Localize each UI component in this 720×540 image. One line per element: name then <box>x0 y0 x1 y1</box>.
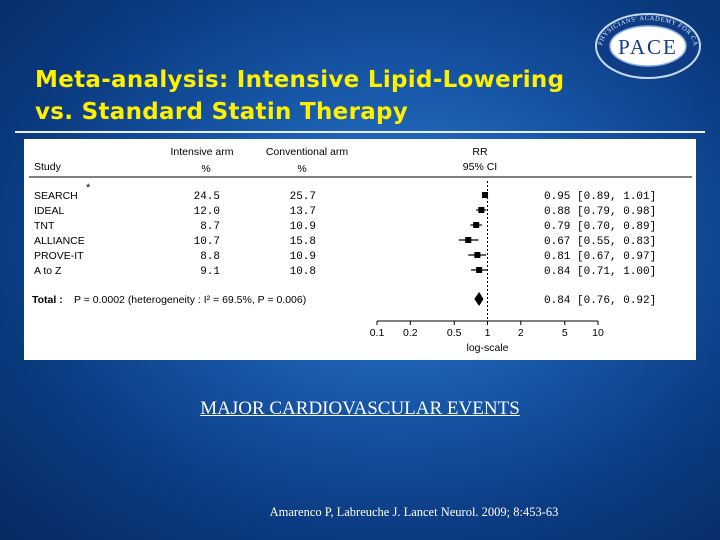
x-tick-label: 2 <box>518 327 524 339</box>
conventional-value: 25.7 <box>290 191 316 203</box>
header-rr: RR <box>472 146 488 158</box>
conventional-value: 13.7 <box>290 206 316 218</box>
intensive-value: 24.5 <box>194 191 220 203</box>
study-name: TNT <box>34 220 55 232</box>
logo-text: PACE <box>618 35 678 59</box>
study-name: A to Z <box>34 265 62 277</box>
header-conventional-unit: % <box>297 163 306 175</box>
x-tick-label: 0.2 <box>403 327 418 339</box>
rr-marker <box>476 267 483 273</box>
total-ci-label: 0.84 [0.76, 0.92] <box>544 295 656 307</box>
footnote-mark: * <box>86 182 91 194</box>
total-stats: P = 0.0002 (heterogeneity : I² = 69.5%, … <box>74 294 306 306</box>
intensive-value: 10.7 <box>194 236 220 248</box>
conventional-value: 15.8 <box>290 236 316 248</box>
x-tick-label: 0.5 <box>447 327 462 339</box>
x-tick-label: 0.1 <box>370 327 385 339</box>
header-ci: 95% CI <box>463 161 497 173</box>
intensive-value: 12.0 <box>194 206 220 218</box>
total-label: Total : <box>32 294 63 306</box>
rr-ci-label: 0.81 [0.67, 0.97] <box>544 251 656 263</box>
rr-ci-label: 0.79 [0.70, 0.89] <box>544 221 656 233</box>
header-conventional: Conventional arm <box>266 146 349 158</box>
rr-marker <box>465 237 472 243</box>
conventional-value: 10.9 <box>290 221 316 233</box>
intensive-value: 9.1 <box>200 266 220 278</box>
header-intensive-unit: % <box>201 163 210 175</box>
title-divider <box>15 131 705 133</box>
rr-marker <box>474 252 481 258</box>
conventional-value: 10.9 <box>290 251 316 263</box>
study-name: IDEAL <box>34 205 65 217</box>
x-axis-label: log-scale <box>466 342 508 354</box>
total-diamond <box>474 292 484 306</box>
x-tick-label: 1 <box>485 327 491 339</box>
study-name: SEARCH <box>34 190 78 202</box>
title-line-2: vs. Standard Statin Therapy <box>35 99 409 125</box>
study-name: PROVE-IT <box>34 250 84 262</box>
intensive-value: 8.7 <box>200 221 220 233</box>
rr-ci-label: 0.95 [0.89, 1.01] <box>544 191 656 203</box>
header-study: Study <box>34 161 62 173</box>
pace-logo: PHYSICIANS' ACADEMY FOR CARDIOVASCULAR E… <box>588 8 701 79</box>
x-tick-label: 5 <box>562 327 568 339</box>
rr-marker <box>473 222 480 228</box>
intensive-value: 8.8 <box>200 251 220 263</box>
slide-title: Meta-analysis: Intensive Lipid-Lowering … <box>35 64 564 128</box>
rr-ci-label: 0.88 [0.79, 0.98] <box>544 206 656 218</box>
study-name: ALLIANCE <box>34 235 85 247</box>
x-tick-label: 10 <box>592 327 604 339</box>
header-intensive: Intensive arm <box>170 146 233 158</box>
title-line-1: Meta-analysis: Intensive Lipid-Lowering <box>35 67 565 93</box>
rr-ci-label: 0.67 [0.55, 0.83] <box>544 236 656 248</box>
forest-plot: Study Intensive arm % Conventional arm %… <box>29 146 692 354</box>
chart-caption: MAJOR CARDIOVASCULAR EVENTS <box>200 398 520 419</box>
rr-marker <box>482 192 489 198</box>
forest-plot-panel: Study Intensive arm % Conventional arm %… <box>24 139 696 360</box>
citation: Amarenco P, Labreuche J. Lancet Neurol. … <box>269 505 559 519</box>
rr-ci-label: 0.84 [0.71, 1.00] <box>544 266 656 278</box>
rr-marker <box>478 207 485 213</box>
conventional-value: 10.8 <box>290 266 316 278</box>
